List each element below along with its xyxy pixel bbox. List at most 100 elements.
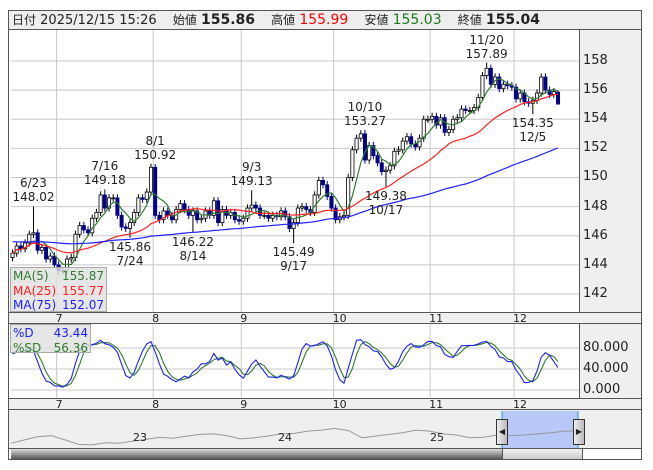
candle-body xyxy=(304,206,309,210)
month-tick-label: 8 xyxy=(152,312,160,325)
annotation-date: 7/24 xyxy=(116,253,144,268)
candle-body xyxy=(69,257,74,260)
candle-body xyxy=(270,214,275,219)
candle-body xyxy=(52,255,57,266)
open-value: 155.86 xyxy=(200,12,256,28)
candle-body xyxy=(518,92,523,100)
candle-body xyxy=(446,129,451,133)
candle-body xyxy=(287,216,292,229)
price-tick-label: 152 xyxy=(583,140,608,156)
legend-d: %D 43.44 xyxy=(13,326,88,341)
candle-body xyxy=(262,214,267,217)
close-label: 終値 xyxy=(457,13,482,27)
month-axis-stoch xyxy=(9,398,641,410)
legend-label: MA(75) xyxy=(13,298,57,312)
annotation-value: 157.89 xyxy=(465,46,508,61)
stochastic-plot xyxy=(12,339,559,388)
stoch-d-line xyxy=(12,339,559,388)
candle-body xyxy=(396,149,401,152)
navigator-right-handle[interactable]: ▶ xyxy=(573,419,585,445)
low-value: 155.03 xyxy=(392,12,442,28)
year-tick-label: 25 xyxy=(430,431,444,444)
high-label: 高値 xyxy=(271,13,296,27)
close-value: 155.04 xyxy=(485,12,540,28)
candle-body xyxy=(39,246,44,251)
legend-value: 43.44 xyxy=(53,326,88,340)
date-label: 日付 xyxy=(12,13,37,27)
candle-body xyxy=(325,184,330,197)
price-tick-label: 150 xyxy=(583,169,608,185)
candle-body xyxy=(404,136,409,142)
candle-body xyxy=(434,115,439,126)
month-tick-label: 7 xyxy=(55,312,63,325)
candle-body xyxy=(329,196,334,209)
candle-body xyxy=(111,197,116,200)
ohlc-header: 日付 2025/12/15 15:26 始値 155.86 高値 155.99 … xyxy=(9,11,641,30)
annotation-value: 150.92 xyxy=(134,148,177,163)
month-tick-label: 9 xyxy=(240,312,248,325)
month-tick-label: 8 xyxy=(152,398,160,411)
candle-body xyxy=(535,92,540,101)
legend-ma25: MA(25) 155.77 xyxy=(13,284,104,299)
price-tick-label: 154 xyxy=(583,111,608,127)
chart-frame xyxy=(8,10,642,460)
candle-body xyxy=(220,209,225,224)
annotation-value: 149.18 xyxy=(83,173,126,188)
candle-body xyxy=(430,115,435,120)
candle-body xyxy=(388,165,393,171)
month-tick-label: 9 xyxy=(240,398,248,411)
annotation-value: 153.27 xyxy=(343,113,386,128)
candle-body xyxy=(480,75,485,98)
price-tick-label: 148 xyxy=(583,198,608,214)
candle-body xyxy=(362,133,367,161)
candle-body xyxy=(321,179,326,186)
price-tick-label: 158 xyxy=(583,53,608,68)
candle-body xyxy=(375,155,380,164)
month-tick-label: 12 xyxy=(513,312,528,325)
candle-body xyxy=(358,133,363,139)
legend-value: 155.77 xyxy=(62,283,104,298)
navigator-selection xyxy=(502,411,578,448)
price-tick-label: 144 xyxy=(583,256,608,272)
candle-body xyxy=(484,67,489,76)
candle-body xyxy=(400,140,405,151)
candle-body xyxy=(379,162,384,173)
candle-body xyxy=(514,86,519,100)
candle-body xyxy=(237,219,242,222)
candle-body xyxy=(467,110,472,112)
candle-body xyxy=(556,91,561,105)
legend-label: MA(5) xyxy=(13,269,49,283)
scrollbar-thumb[interactable] xyxy=(502,449,583,459)
candle-body xyxy=(442,117,447,133)
stoch-axis xyxy=(579,324,641,398)
stoch-tick-label: 0.000 xyxy=(583,382,621,397)
datetime-value: 2025/12/15 15:26 xyxy=(40,13,157,28)
legend-sd: %SD 56.36 xyxy=(13,341,88,356)
month-axis-main xyxy=(9,312,641,324)
candle-body xyxy=(94,212,99,219)
scrollbar-track[interactable] xyxy=(11,449,502,459)
candle-body xyxy=(90,217,95,234)
navigator-left-handle[interactable]: ◀ xyxy=(496,419,508,445)
annotation-date: 12/5 xyxy=(519,130,547,145)
price-tick-label: 142 xyxy=(583,285,608,301)
candle-body xyxy=(182,203,187,210)
candle-body xyxy=(127,222,132,229)
annotation-value: 146.22 xyxy=(171,234,214,249)
candle-body xyxy=(425,118,430,121)
candle-body xyxy=(547,89,552,95)
annotation-value: 145.49 xyxy=(272,245,315,260)
month-tick-label: 11 xyxy=(429,312,444,325)
price-tick-label: 146 xyxy=(583,227,608,243)
month-tick-label: 7 xyxy=(55,398,63,411)
annotation-date: 7/16 xyxy=(91,159,119,174)
candle-body xyxy=(488,67,493,85)
month-tick-label: 10 xyxy=(332,398,347,411)
price-axis xyxy=(579,30,641,312)
candle-body xyxy=(44,246,49,260)
candle-body xyxy=(107,197,112,209)
annotation-date: 6/23 xyxy=(19,176,47,191)
candle-body xyxy=(140,197,145,200)
annotation-date: 9/3 xyxy=(242,160,262,175)
